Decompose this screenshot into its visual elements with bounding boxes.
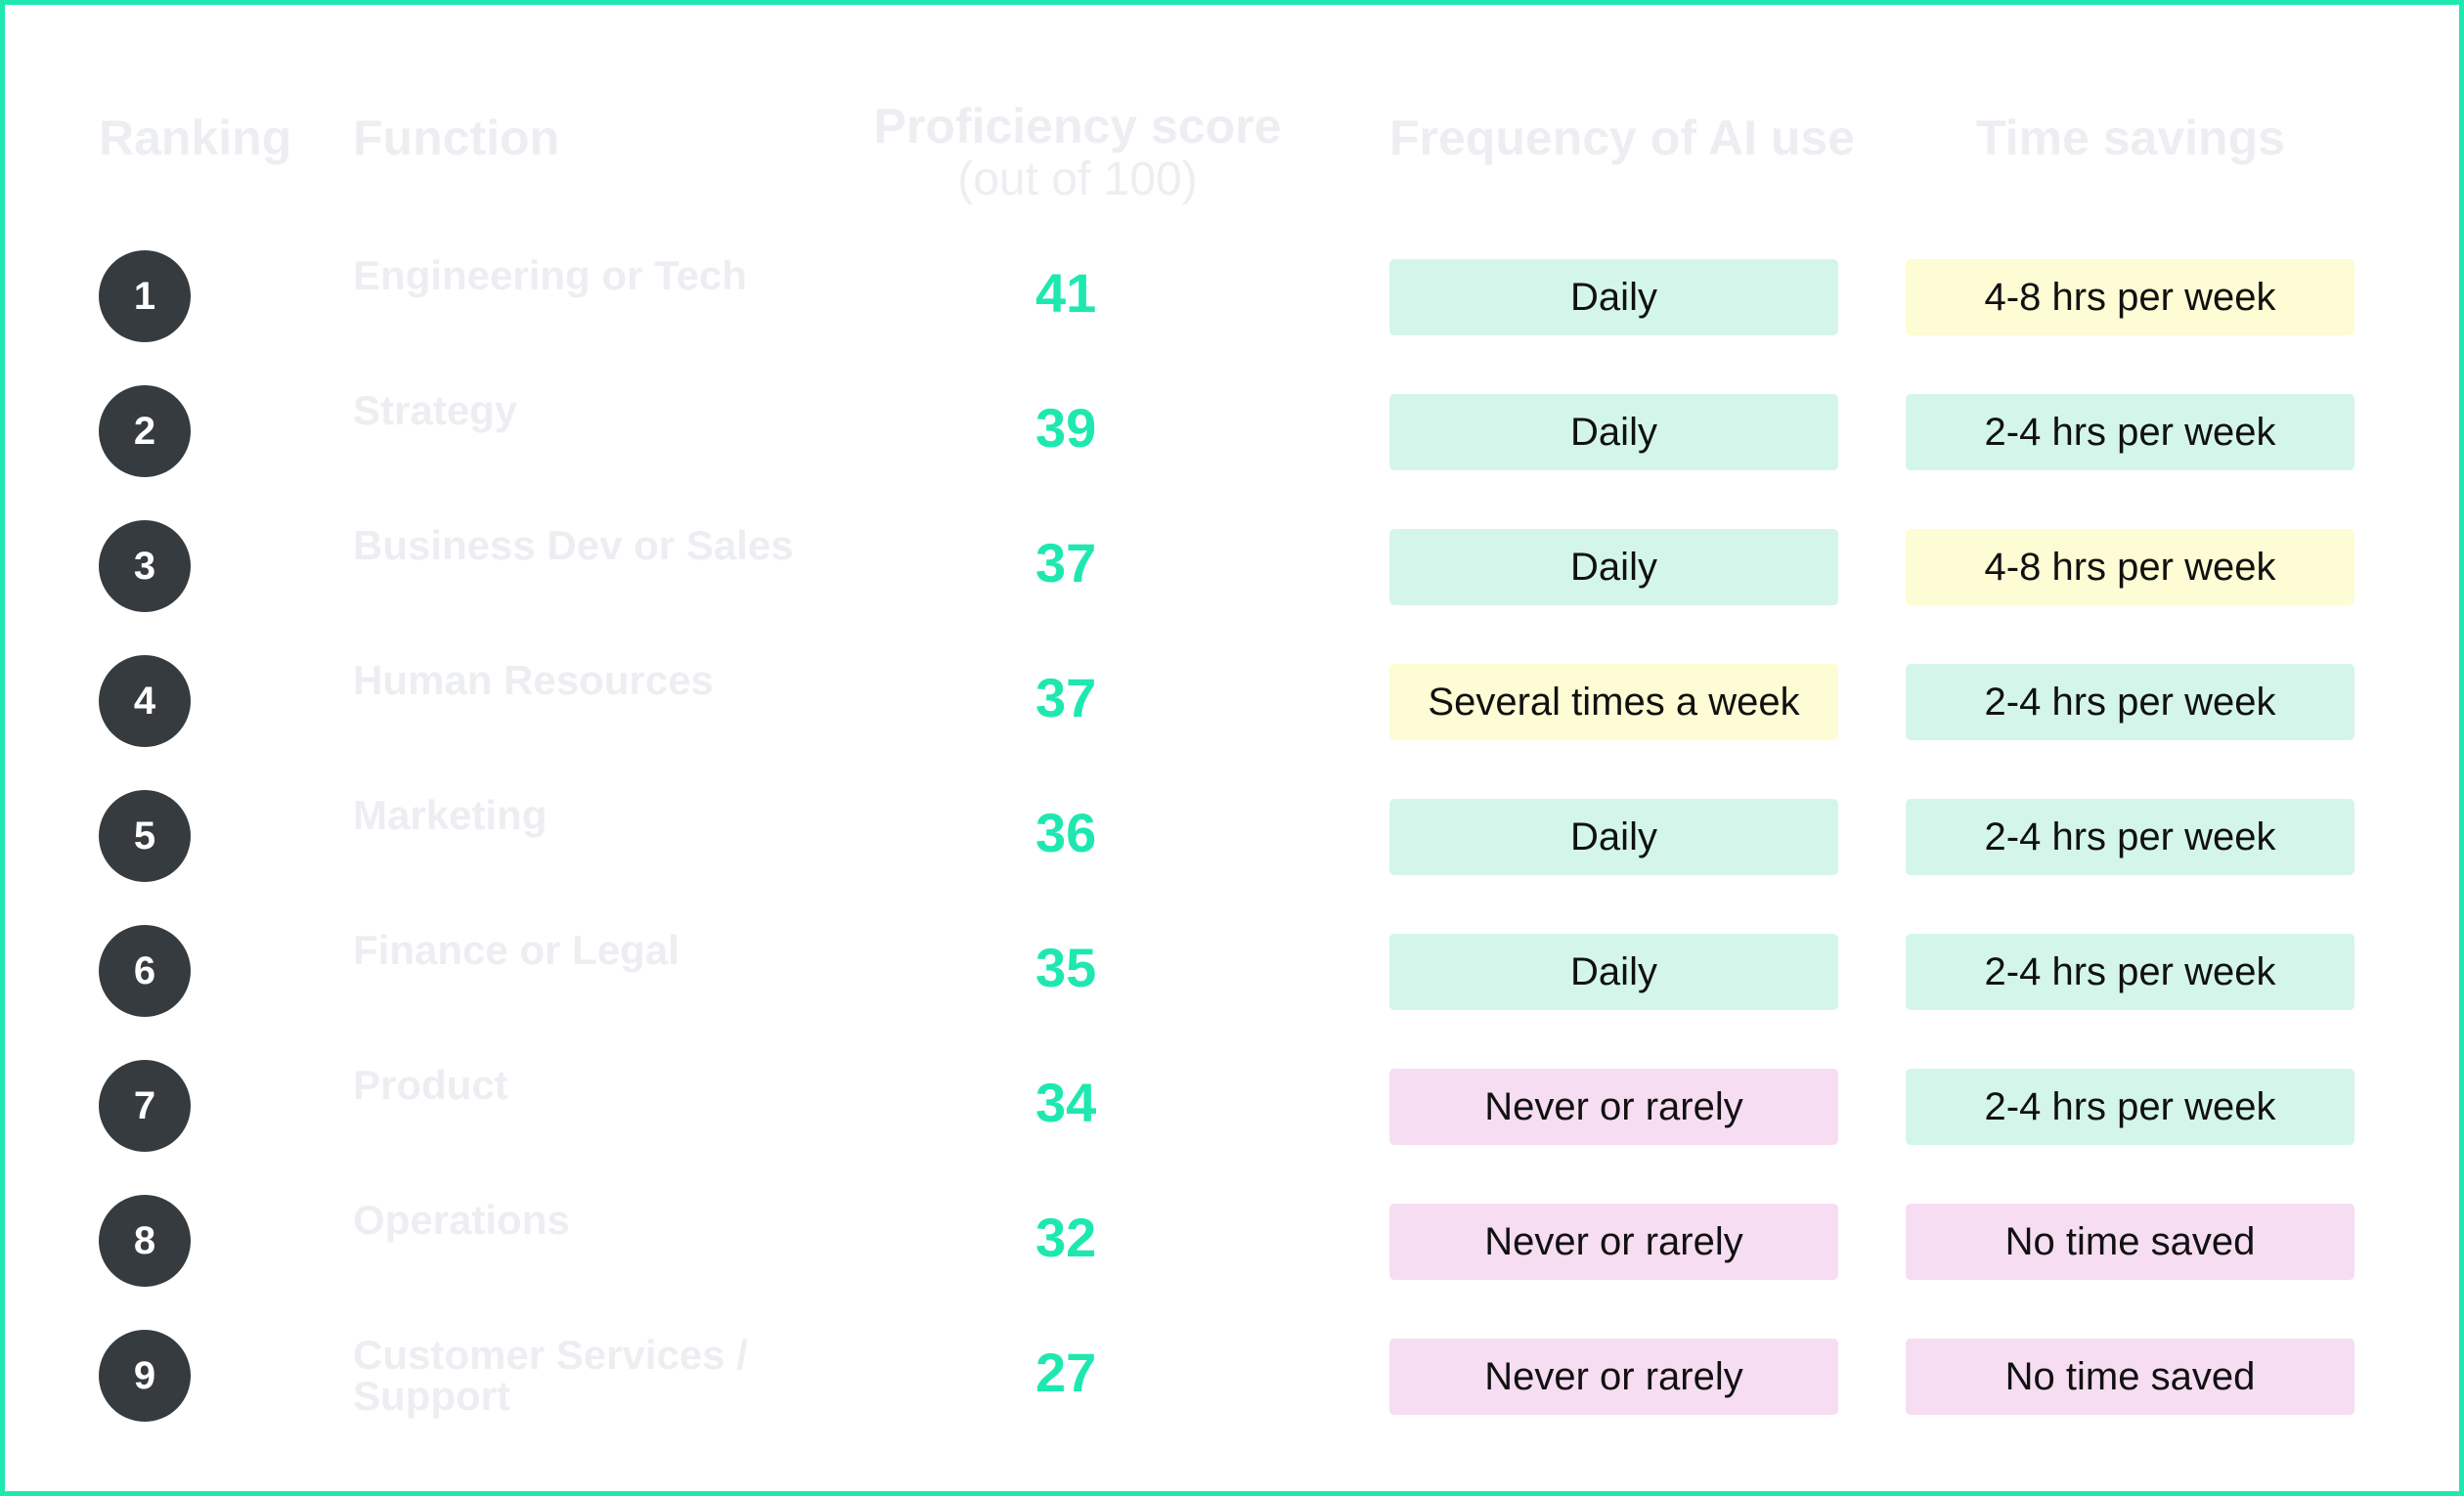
table-row: 2 Strategy 39 Daily 2-4 hrs per week — [5, 384, 2464, 478]
rank-badge: 1 — [99, 250, 191, 342]
function-name: Customer Services / Support — [353, 1332, 748, 1419]
table-row: 1 Engineering or Tech 41 Daily 4-8 hrs p… — [5, 249, 2464, 343]
rank-badge: 6 — [99, 925, 191, 1017]
rank-badge: 5 — [99, 790, 191, 882]
proficiency-score: 27 — [1035, 1342, 1097, 1403]
proficiency-score: 37 — [1035, 667, 1097, 728]
time-savings-pill: 4-8 hrs per week — [1906, 529, 2354, 605]
function-name: Business Dev or Sales — [353, 522, 794, 568]
table-row: 6 Finance or Legal 35 Daily 2-4 hrs per … — [5, 924, 2464, 1018]
time-savings-pill: 2-4 hrs per week — [1906, 799, 2354, 875]
proficiency-score: 39 — [1035, 397, 1097, 459]
frequency-pill: Daily — [1389, 529, 1838, 605]
frequency-header: Frequency of AI use — [1389, 110, 1856, 165]
proficiency-score: 34 — [1035, 1072, 1097, 1133]
time-savings-pill: 2-4 hrs per week — [1906, 664, 2354, 740]
time-savings-pill: 2-4 hrs per week — [1906, 1069, 2354, 1145]
proficiency-score: 37 — [1035, 532, 1097, 594]
proficiency-score: 35 — [1035, 937, 1097, 998]
table-row: 8 Operations 32 Never or rarely No time … — [5, 1194, 2464, 1288]
rank-badge: 7 — [99, 1060, 191, 1152]
proficiency-score: 41 — [1035, 262, 1097, 324]
time-savings-pill: No time saved — [1906, 1339, 2354, 1415]
rank-badge: 9 — [99, 1330, 191, 1422]
proficiency-header: Proficiency score (out of 100) — [838, 99, 1317, 206]
proficiency-header-subtitle: (out of 100) — [957, 154, 1198, 205]
frequency-pill: Never or rarely — [1389, 1204, 1838, 1280]
rank-badge: 2 — [99, 385, 191, 477]
frequency-pill: Daily — [1389, 934, 1838, 1010]
function-header: Function — [353, 110, 560, 165]
proficiency-score: 36 — [1035, 802, 1097, 863]
function-name: Operations — [353, 1197, 570, 1243]
proficiency-header-title: Proficiency score — [873, 99, 1282, 154]
table-row: 9 Customer Services / Support 27 Never o… — [5, 1329, 2464, 1423]
frequency-pill: Daily — [1389, 259, 1838, 335]
function-name: Strategy — [353, 387, 518, 433]
function-name: Finance or Legal — [353, 927, 680, 973]
time-savings-header: Time savings — [1976, 110, 2285, 165]
rank-badge: 8 — [99, 1195, 191, 1287]
rank-badge: 4 — [99, 655, 191, 747]
frequency-pill: Several times a week — [1389, 664, 1838, 740]
function-name: Marketing — [353, 792, 548, 838]
frequency-pill: Never or rarely — [1389, 1339, 1838, 1415]
table-row: 7 Product 34 Never or rarely 2-4 hrs per… — [5, 1059, 2464, 1153]
frequency-pill: Daily — [1389, 394, 1838, 470]
frequency-pill: Daily — [1389, 799, 1838, 875]
frequency-pill: Never or rarely — [1389, 1069, 1838, 1145]
time-savings-pill: 2-4 hrs per week — [1906, 394, 2354, 470]
function-name: Engineering or Tech — [353, 252, 747, 298]
table-row: 3 Business Dev or Sales 37 Daily 4-8 hrs… — [5, 519, 2464, 613]
function-name: Human Resources — [353, 657, 714, 703]
time-savings-pill: 4-8 hrs per week — [1906, 259, 2354, 335]
table-row: 5 Marketing 36 Daily 2-4 hrs per week — [5, 789, 2464, 883]
time-savings-pill: No time saved — [1906, 1204, 2354, 1280]
rank-badge: 3 — [99, 520, 191, 612]
proficiency-score: 32 — [1035, 1207, 1097, 1268]
table-row: 4 Human Resources 37 Several times a wee… — [5, 654, 2464, 748]
ranking-header: Ranking — [99, 110, 292, 165]
function-name: Product — [353, 1062, 508, 1108]
time-savings-pill: 2-4 hrs per week — [1906, 934, 2354, 1010]
